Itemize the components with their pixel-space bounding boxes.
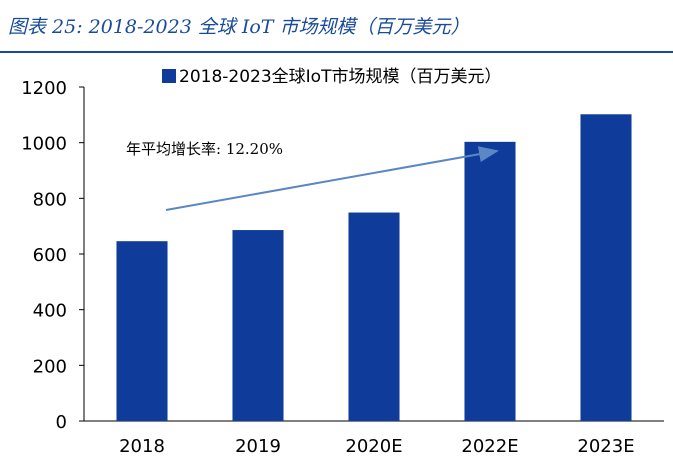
y-tick-label: 600 (33, 245, 67, 266)
x-tick-label: 2019 (235, 436, 281, 457)
x-tick-label: 2023E (577, 436, 634, 457)
bar (232, 230, 284, 421)
y-tick-label: 800 (33, 189, 67, 210)
legend: 2018-2023全球IoT市场规模（百万美元） (162, 67, 501, 87)
growth-annotation: 年平均增长率: 12.20% (126, 140, 283, 158)
growth-arrow (165, 146, 499, 211)
bar (116, 241, 168, 421)
bar (580, 114, 632, 421)
legend-swatch (162, 69, 176, 83)
title-rule (0, 51, 673, 53)
figure-title: 图表 25: 2018-2023 全球 IoT 市场规模（百万美元） (8, 16, 470, 38)
y-tick-label: 1000 (21, 134, 67, 155)
y-tick-label: 400 (33, 301, 67, 322)
x-tick-label: 2020E (345, 436, 402, 457)
y-tick-label: 0 (56, 412, 67, 433)
y-axis: 0 200 400 600 800 1000 1200 (21, 78, 85, 433)
x-axis: 2018 2019 2020E 2022E 2023E (84, 420, 664, 457)
y-tick-label: 200 (33, 356, 67, 377)
x-tick-label: 2022E (461, 436, 518, 457)
y-tick-label: 1200 (21, 78, 67, 99)
legend-label: 2018-2023全球IoT市场规模（百万美元） (179, 67, 501, 87)
bar (464, 141, 516, 421)
bar (348, 212, 400, 421)
x-tick-label: 2018 (119, 436, 165, 457)
bars (116, 114, 632, 421)
